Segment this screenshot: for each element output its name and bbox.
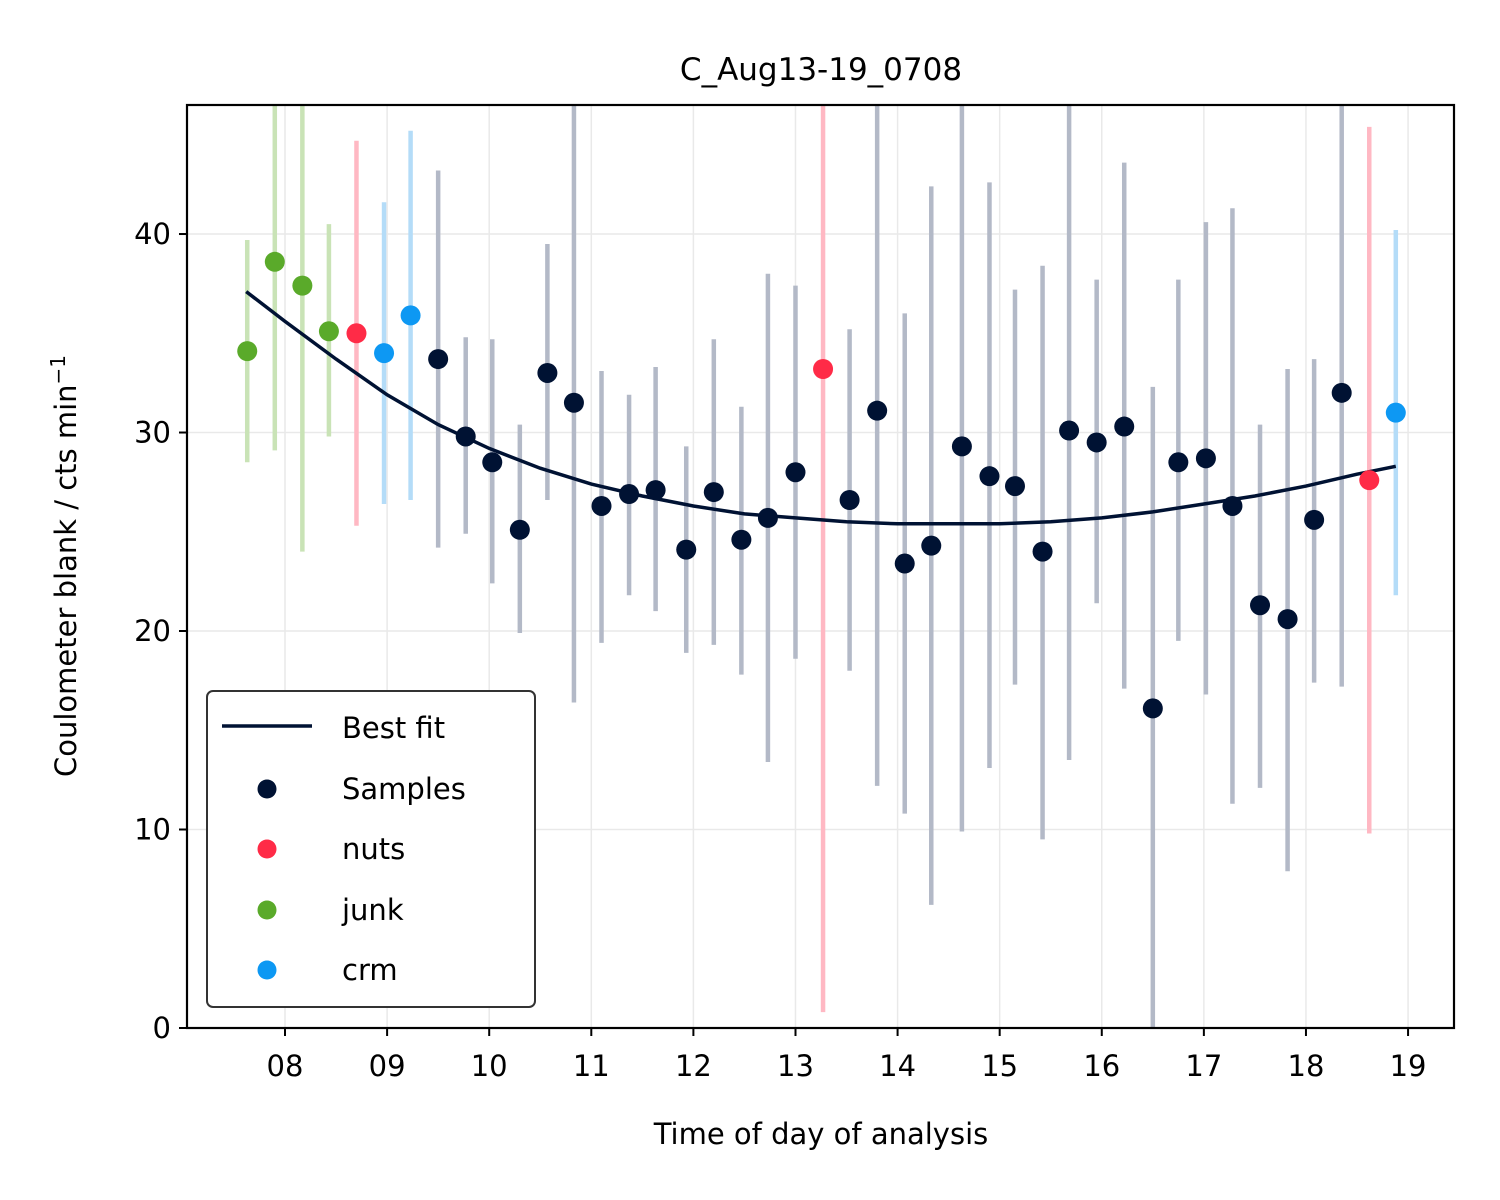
- legend-samples-swatch: [257, 779, 277, 799]
- y-axis-label-exponent: −1: [46, 355, 70, 384]
- y-axis-label-text: Coulometer blank / cts min: [49, 384, 83, 777]
- legend-fit-label: Best fit: [342, 711, 445, 745]
- data-point: [1250, 595, 1271, 616]
- legend-junk-swatch: [257, 900, 277, 920]
- data-point: [1168, 452, 1189, 473]
- best-fit-line: [245, 290, 1397, 526]
- data-point: [1385, 402, 1406, 423]
- legend-nuts-swatch: [257, 839, 277, 859]
- data-point: [591, 495, 612, 516]
- data-point: [400, 305, 421, 326]
- y-tick-label: 30: [134, 416, 171, 450]
- y-tick-label: 0: [153, 1011, 171, 1045]
- data-point: [428, 349, 449, 370]
- x-tick-label: 16: [1083, 1049, 1120, 1083]
- data-point: [1359, 470, 1380, 491]
- data-point: [1059, 420, 1080, 441]
- legend-samples-label: Samples: [342, 772, 466, 806]
- data-point: [1004, 476, 1025, 497]
- data-point: [482, 452, 503, 473]
- data-point: [264, 251, 285, 272]
- data-point: [894, 553, 915, 574]
- y-tick-label: 20: [134, 614, 171, 648]
- x-tick-label: 19: [1390, 1049, 1427, 1083]
- x-tick-label: 08: [267, 1049, 304, 1083]
- data-point: [1331, 382, 1352, 403]
- legend-box: [206, 690, 536, 1008]
- data-point: [921, 535, 942, 556]
- data-point: [1142, 698, 1163, 719]
- y-axis-ticks: 0 10 20 30 40: [134, 217, 187, 1045]
- data-point: [785, 462, 806, 483]
- chart-title: C_Aug13-19_0708: [680, 52, 962, 88]
- legend: Best fit Samples nuts junk crm: [206, 690, 536, 1008]
- x-tick-label: 09: [369, 1049, 406, 1083]
- data-point: [757, 507, 778, 528]
- x-tick-label: 11: [573, 1049, 610, 1083]
- data-point: [318, 321, 339, 342]
- data-point: [676, 539, 697, 560]
- data-point: [509, 519, 530, 540]
- x-tick-label: 12: [675, 1049, 712, 1083]
- x-axis-label: Time of day of analysis: [653, 1117, 989, 1151]
- x-tick-label: 15: [981, 1049, 1018, 1083]
- data-point: [979, 466, 1000, 487]
- x-tick-label: 10: [471, 1049, 508, 1083]
- data-point: [237, 341, 258, 362]
- y-axis-label: Coulometer blank / cts min−1: [46, 355, 83, 777]
- data-point: [1222, 495, 1243, 516]
- legend-nuts-label: nuts: [342, 832, 405, 866]
- data-point: [1114, 416, 1135, 437]
- data-point: [563, 392, 584, 413]
- legend-junk-label: junk: [341, 893, 404, 927]
- data-point: [1086, 432, 1107, 453]
- data-point: [645, 480, 666, 501]
- x-axis-ticks: 08 09 10 11 12 13 14 15 16 17 18 19: [267, 1028, 1427, 1083]
- data-point: [1032, 541, 1053, 562]
- plot-frame: [185, 103, 1456, 1030]
- legend-crm-label: crm: [342, 953, 398, 987]
- y-tick-label: 10: [134, 813, 171, 847]
- data-point: [1304, 509, 1325, 530]
- x-tick-label: 13: [777, 1049, 814, 1083]
- x-tick-label: 18: [1288, 1049, 1325, 1083]
- legend-crm-swatch: [257, 960, 277, 980]
- data-point: [619, 484, 640, 505]
- data-point: [346, 323, 367, 344]
- data-point: [951, 436, 972, 457]
- x-tick-label: 17: [1185, 1049, 1222, 1083]
- data-point: [292, 275, 313, 296]
- data-point: [731, 529, 752, 550]
- data-point: [374, 343, 395, 364]
- data-point: [839, 490, 860, 511]
- data-points: [237, 251, 1406, 719]
- data-point: [703, 482, 724, 503]
- data-point: [1195, 448, 1216, 469]
- y-tick-label: 40: [134, 217, 171, 251]
- data-point: [455, 426, 476, 447]
- data-point: [1277, 609, 1298, 630]
- x-tick-label: 14: [879, 1049, 916, 1083]
- data-point: [537, 362, 558, 383]
- data-point: [813, 358, 834, 379]
- data-point: [867, 400, 888, 421]
